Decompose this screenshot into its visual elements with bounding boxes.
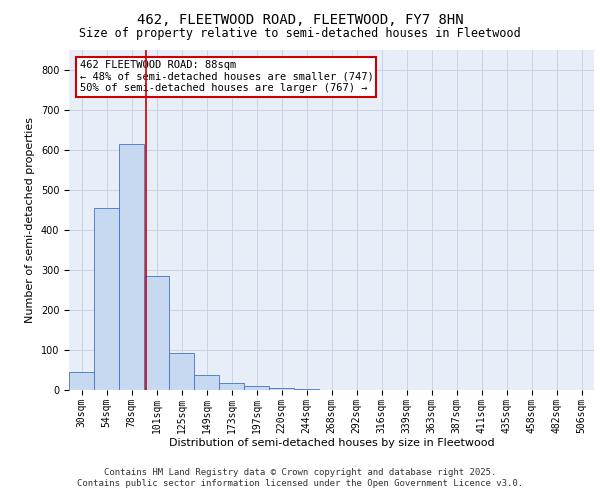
Bar	[244, 386, 269, 390]
Bar	[119, 144, 144, 390]
Text: 462 FLEETWOOD ROAD: 88sqm
← 48% of semi-detached houses are smaller (747)
50% of: 462 FLEETWOOD ROAD: 88sqm ← 48% of semi-…	[79, 60, 373, 94]
Bar	[144, 276, 169, 390]
Bar	[69, 372, 94, 390]
Bar	[219, 383, 244, 390]
Text: Contains HM Land Registry data © Crown copyright and database right 2025.
Contai: Contains HM Land Registry data © Crown c…	[77, 468, 523, 487]
Y-axis label: Number of semi-detached properties: Number of semi-detached properties	[25, 117, 35, 323]
Bar	[269, 388, 294, 390]
Bar	[194, 375, 219, 390]
Bar	[169, 353, 194, 390]
Text: Size of property relative to semi-detached houses in Fleetwood: Size of property relative to semi-detach…	[79, 28, 521, 40]
Bar	[94, 208, 119, 390]
Bar	[294, 389, 319, 390]
Text: 462, FLEETWOOD ROAD, FLEETWOOD, FY7 8HN: 462, FLEETWOOD ROAD, FLEETWOOD, FY7 8HN	[137, 12, 463, 26]
X-axis label: Distribution of semi-detached houses by size in Fleetwood: Distribution of semi-detached houses by …	[169, 438, 494, 448]
